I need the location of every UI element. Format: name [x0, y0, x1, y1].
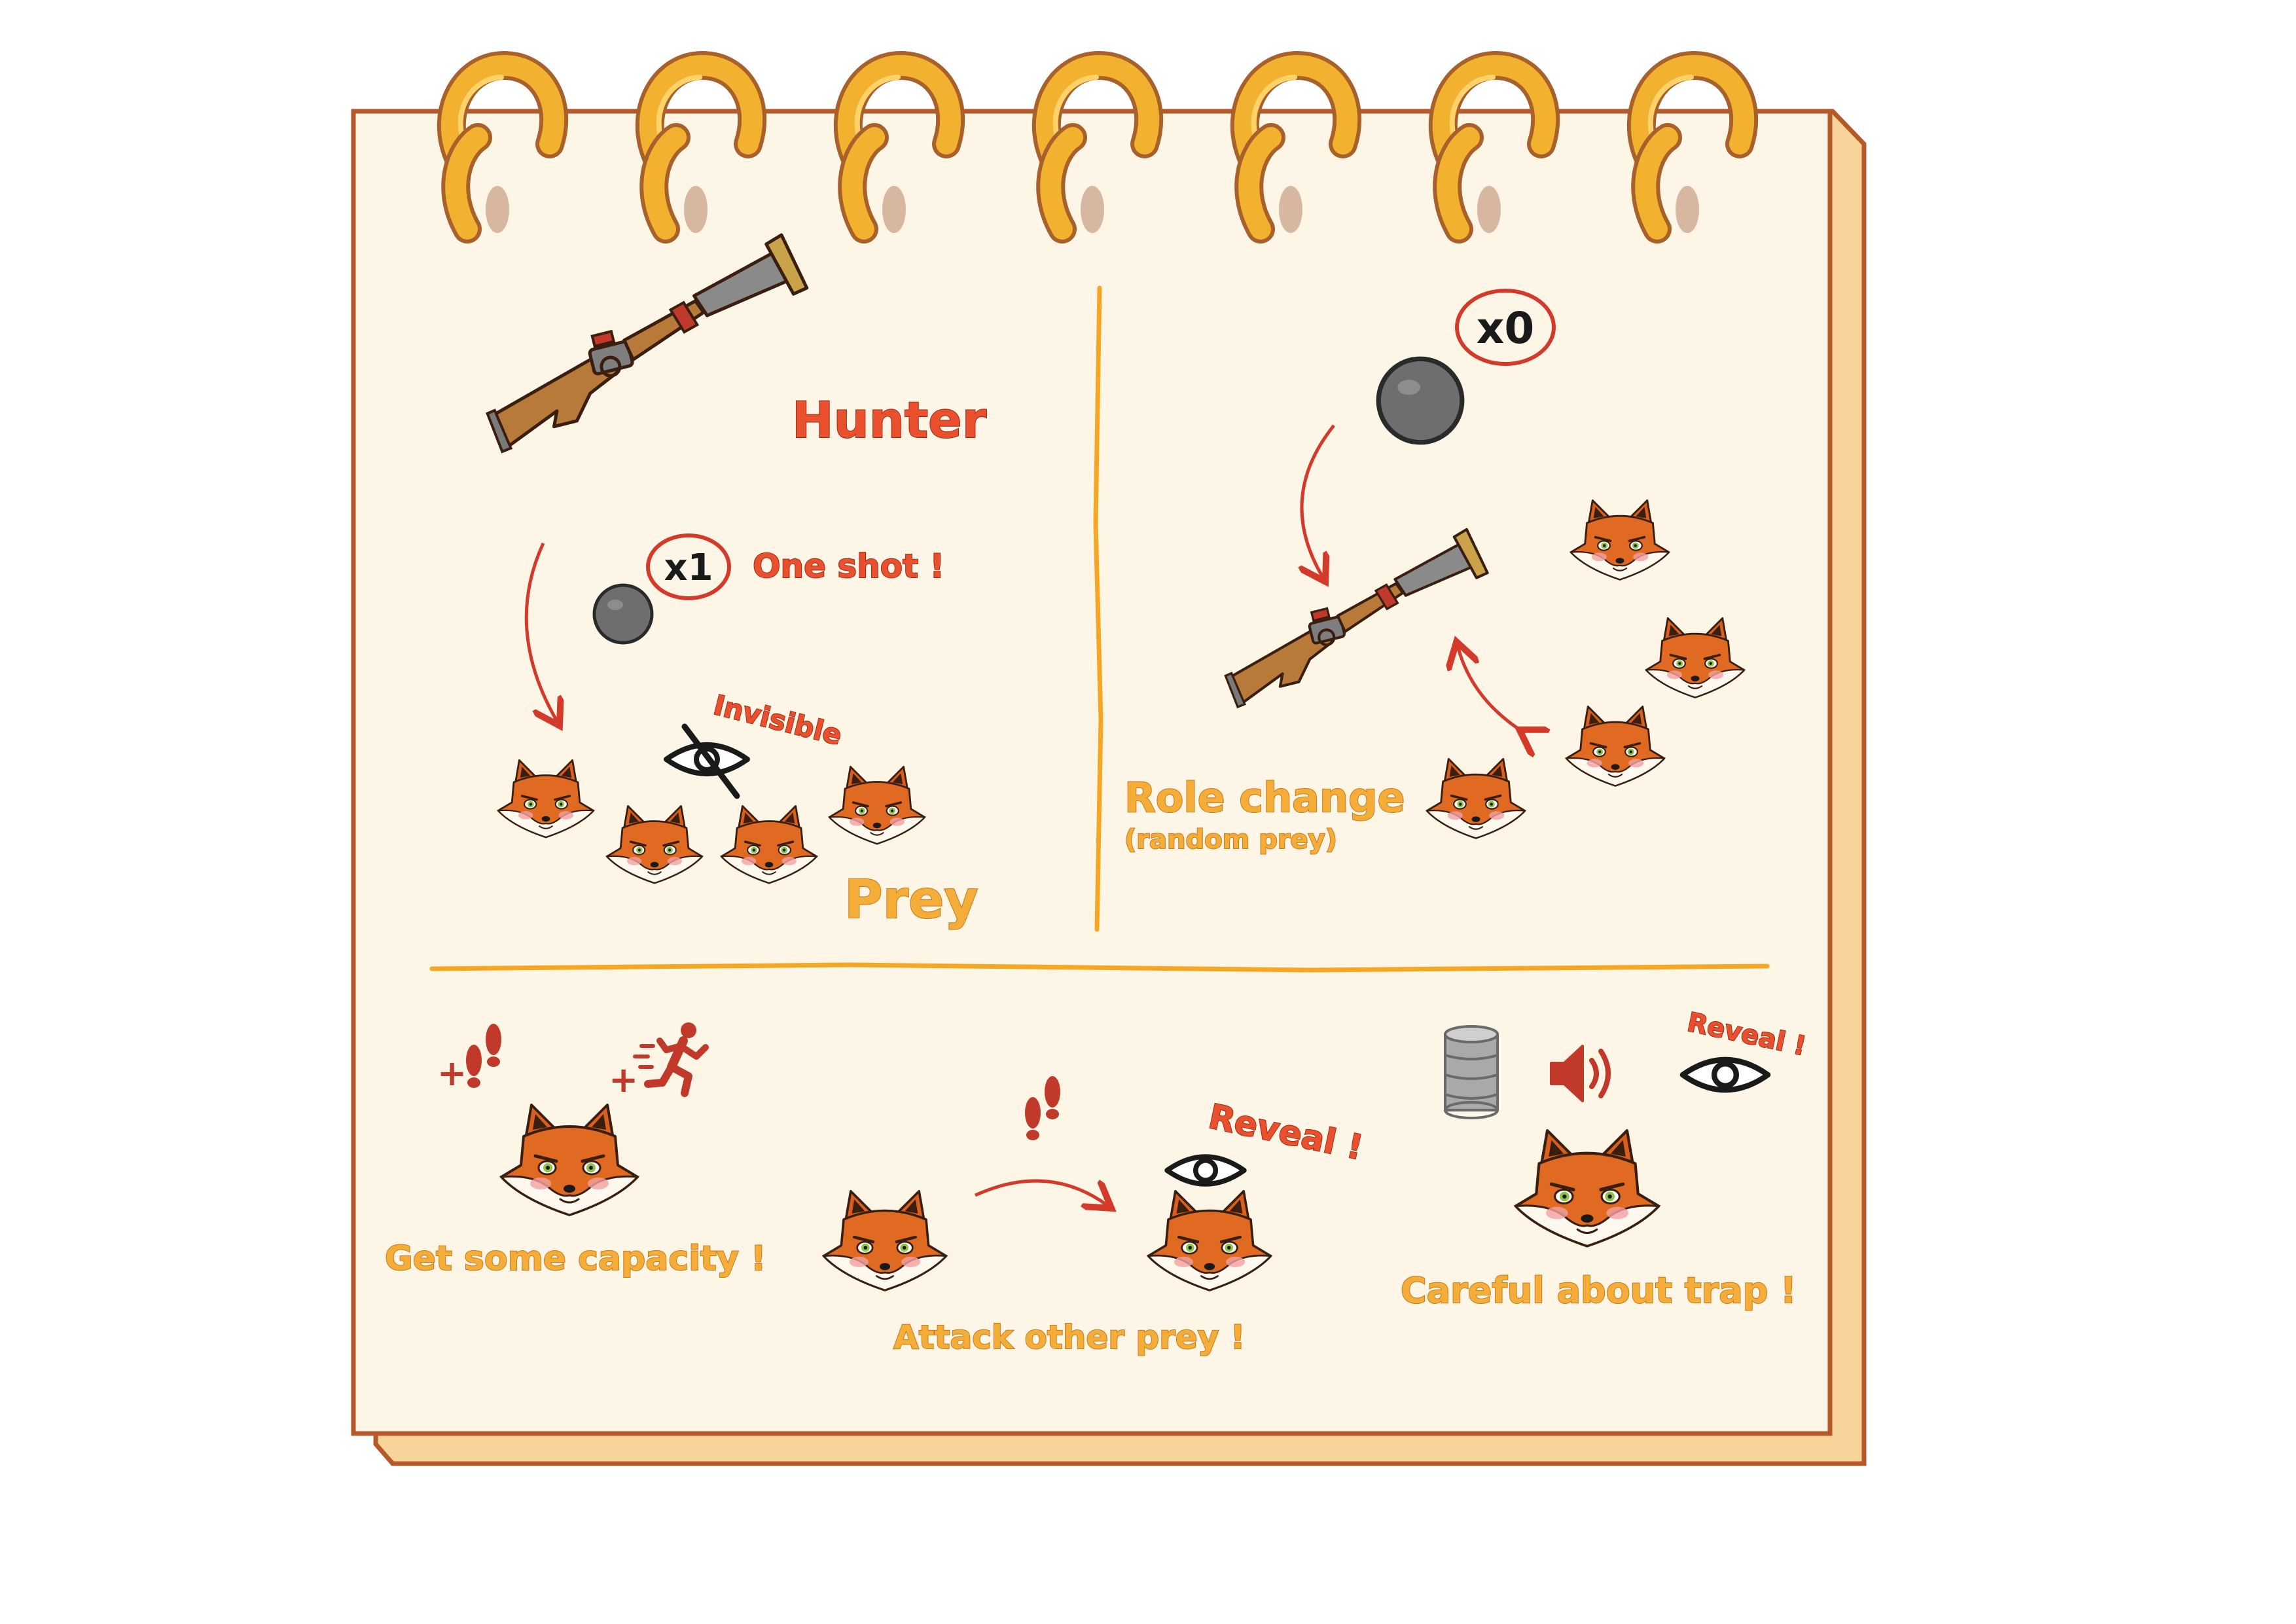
plus-run-text: + — [609, 1059, 638, 1100]
attack-label: Attack other prey ! — [893, 1318, 1246, 1356]
reveal-eye-icon — [1683, 1060, 1768, 1090]
swap-arrow-icon — [1458, 648, 1525, 733]
one-shot-label: One shot ! — [753, 547, 944, 585]
curved-arrow-icon — [524, 542, 556, 720]
curved-arrow-icon — [1302, 424, 1335, 576]
horizontal-divider — [429, 962, 1770, 973]
vertical-divider — [1093, 285, 1103, 932]
role-change-label: Role change — [1124, 774, 1405, 821]
ammo-badge — [1455, 289, 1556, 366]
capacity-label: Get some capacity ! — [385, 1239, 766, 1278]
random-prey-label: (random prey) — [1124, 825, 1337, 855]
trap-label: Careful about trap ! — [1401, 1270, 1797, 1311]
cannonball-icon — [594, 585, 652, 643]
cannonball-icon — [1378, 359, 1462, 442]
tin-can-trap-icon — [1444, 1025, 1499, 1119]
reveal-eye-icon — [1167, 1157, 1244, 1184]
attack-arrow-icon — [974, 1179, 1106, 1204]
plus-steps-text: + — [437, 1053, 467, 1094]
panel-role-change: x0 Role change (random prey) — [1124, 289, 1746, 856]
ammo-count-text: x1 — [664, 547, 713, 589]
prey-label: Prey — [844, 869, 978, 930]
panel-hunter-prey: Hunter x1 One shot ! Invisible Prey — [463, 232, 988, 931]
hunter-label: Hunter — [792, 391, 987, 449]
invisible-eye-icon — [666, 723, 747, 799]
ammo-count-text: x0 — [1477, 303, 1535, 353]
ammo-badge — [646, 533, 731, 600]
